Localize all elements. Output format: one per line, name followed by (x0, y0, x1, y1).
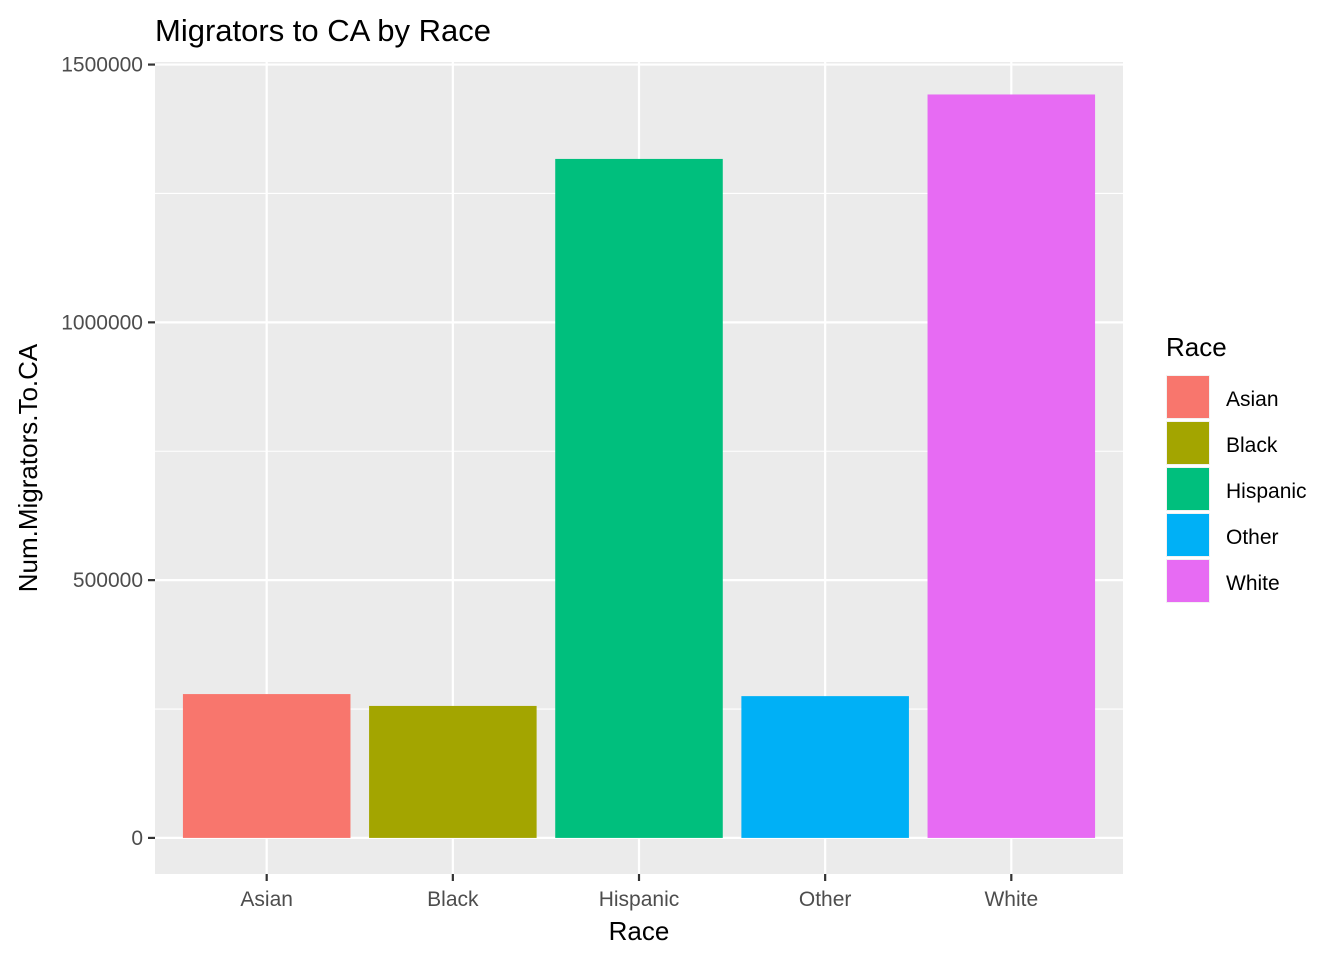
legend-label-white: White (1226, 572, 1280, 595)
legend: Race Asian Black Hispanic Other White (1166, 332, 1307, 603)
x-tick-label: Asian (240, 888, 293, 911)
y-tick-label: 500000 (73, 569, 143, 592)
y-tick-label: 1500000 (61, 54, 143, 77)
legend-swatch-black (1167, 422, 1209, 464)
bar-black (369, 705, 537, 838)
legend-items: Asian Black Hispanic Other White (1166, 375, 1307, 603)
x-tick-label: Hispanic (599, 888, 680, 911)
y-tick-label: 1000000 (61, 311, 143, 334)
legend-swatch-other (1167, 514, 1209, 556)
legend-swatch-white (1167, 560, 1209, 602)
bars (182, 94, 1096, 838)
bar-asian (182, 694, 351, 838)
x-axis: Asian Black Hispanic Other White (240, 874, 1038, 911)
legend-swatch-asian (1167, 376, 1209, 418)
legend-swatch-hispanic (1167, 468, 1209, 510)
y-tick-label: 0 (131, 827, 143, 850)
bar-other (741, 696, 909, 838)
legend-label-black: Black (1226, 434, 1278, 457)
legend-label-other: Other (1226, 526, 1279, 549)
bar-hispanic (555, 158, 723, 838)
x-tick-label: White (984, 888, 1038, 911)
chart-title: Migrators to CA by Race (155, 13, 491, 48)
legend-title: Race (1166, 332, 1227, 362)
y-axis: 0 500000 1000000 1500000 (61, 54, 155, 850)
legend-label-hispanic: Hispanic (1226, 480, 1307, 503)
y-axis-title: Num.Migrators.To.CA (13, 343, 43, 592)
x-axis-title: Race (609, 916, 670, 946)
x-tick-label: Black (427, 888, 479, 911)
x-tick-label: Other (799, 888, 852, 911)
bar-white (927, 94, 1096, 838)
legend-label-asian: Asian (1226, 388, 1279, 411)
